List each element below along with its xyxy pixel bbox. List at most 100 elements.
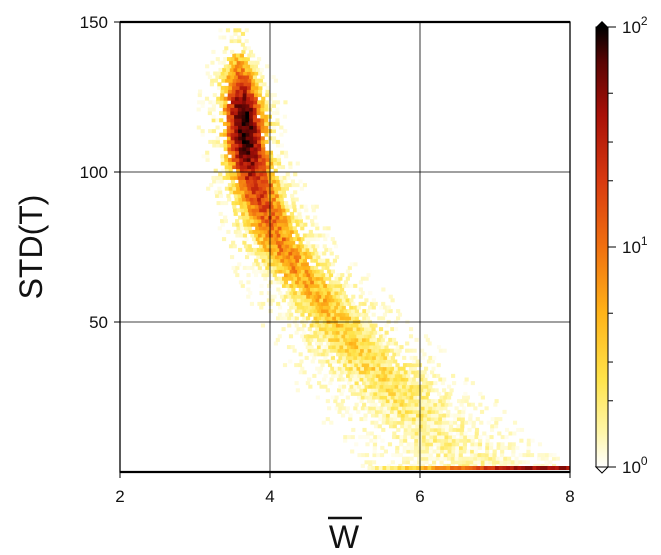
heatmap-cell [264, 107, 269, 112]
heatmap-cell [490, 417, 495, 422]
heatmap-cell [219, 111, 224, 116]
heatmap-cell [264, 240, 269, 245]
heatmap-cell [315, 366, 320, 371]
heatmap-cell [314, 265, 319, 270]
heatmap-cell [349, 373, 354, 378]
heatmap-cell [272, 265, 277, 270]
heatmap-cell [257, 139, 262, 144]
heatmap-cell [265, 201, 270, 206]
heatmap-cell [300, 298, 305, 303]
heatmap-cell [452, 427, 457, 432]
heatmap-cell [367, 341, 372, 346]
heatmap-cell [397, 466, 402, 470]
heatmap-cell [275, 193, 280, 198]
heatmap-cell [328, 381, 333, 386]
heatmap-cell [302, 316, 307, 321]
heatmap-cell [332, 309, 337, 314]
heatmap-cell [277, 204, 282, 209]
heatmap-cell [465, 463, 470, 468]
heatmap-cell [285, 269, 291, 274]
heatmap-cell [237, 75, 242, 80]
heatmap-cell [260, 100, 266, 105]
heatmap-cell [272, 183, 278, 188]
heatmap-cell [232, 208, 238, 213]
heatmap-cell [269, 183, 274, 188]
heatmap-cell [231, 154, 236, 159]
heatmap-cell [293, 190, 298, 195]
heatmap-cell [270, 237, 275, 242]
heatmap-cell [247, 208, 253, 213]
heatmap-cell [221, 60, 226, 65]
heatmap-cell [371, 348, 376, 353]
heatmap-cell [278, 175, 284, 180]
heatmap-cell [351, 352, 356, 357]
heatmap-cell [256, 57, 262, 62]
heatmap-cell [291, 301, 296, 306]
heatmap-cell [379, 395, 384, 400]
heatmap-cell [433, 435, 438, 440]
heatmap-cell [352, 327, 357, 332]
heatmap-cell [408, 366, 414, 371]
heatmap-cell [245, 100, 251, 105]
heatmap-cell [514, 456, 519, 461]
heatmap-cell [400, 413, 406, 418]
heatmap-cell [370, 370, 375, 375]
heatmap-cell [215, 139, 220, 144]
heatmap-cell [249, 96, 255, 101]
heatmap-cell [450, 466, 455, 470]
heatmap-cell [230, 111, 235, 116]
heatmap-cell [326, 291, 332, 296]
heatmap-cell [537, 442, 543, 447]
heatmap-cell [267, 211, 272, 216]
heatmap-cell [257, 147, 262, 152]
heatmap-cell [451, 442, 456, 447]
heatmap-cell [295, 280, 300, 285]
heatmap-cell [460, 424, 465, 429]
heatmap-cell [365, 363, 370, 368]
heatmap-cell [235, 201, 240, 206]
heatmap-cell [347, 381, 352, 386]
heatmap-cell [250, 222, 255, 227]
heatmap-cell [419, 399, 424, 404]
heatmap-cell [309, 323, 314, 328]
heatmap-cell [403, 438, 408, 443]
heatmap-cell [341, 298, 346, 303]
heatmap-cell [251, 53, 256, 58]
heatmap-cell [317, 233, 323, 238]
heatmap-cell [241, 118, 246, 123]
heatmap-cell [375, 395, 380, 400]
heatmap-cell [425, 438, 430, 443]
heatmap-cell [275, 143, 281, 148]
heatmap-cell [372, 363, 378, 368]
heatmap-cell [227, 183, 233, 188]
heatmap-cell [315, 244, 320, 249]
heatmap-cell [254, 82, 259, 87]
heatmap-cell [507, 460, 512, 465]
heatmap-cell [252, 118, 258, 123]
heatmap-cell [318, 327, 324, 332]
heatmap-cell [237, 118, 243, 123]
heatmap-cell [331, 337, 337, 342]
heatmap-cell [271, 125, 276, 130]
heatmap-cell [276, 222, 282, 227]
heatmap-cell [350, 449, 355, 454]
heatmap-cell [258, 71, 263, 76]
heatmap-cell [406, 445, 411, 450]
heatmap-cell [226, 175, 231, 180]
heatmap-cell [434, 388, 439, 393]
heatmap-cell [226, 132, 232, 137]
heatmap-cell [412, 466, 417, 470]
heatmap-cell [300, 327, 305, 332]
heatmap-cell [339, 337, 344, 342]
heatmap-cell [341, 283, 347, 288]
heatmap-cell [338, 406, 343, 411]
heatmap-cell [442, 399, 447, 404]
heatmap-cell [365, 330, 370, 335]
heatmap-cell [361, 373, 366, 378]
heatmap-cell [484, 453, 490, 458]
heatmap-cell [392, 391, 397, 396]
heatmap-cell [220, 89, 225, 94]
heatmap-cell [393, 466, 398, 470]
heatmap-cell [365, 381, 370, 386]
heatmap-cell [411, 420, 416, 425]
